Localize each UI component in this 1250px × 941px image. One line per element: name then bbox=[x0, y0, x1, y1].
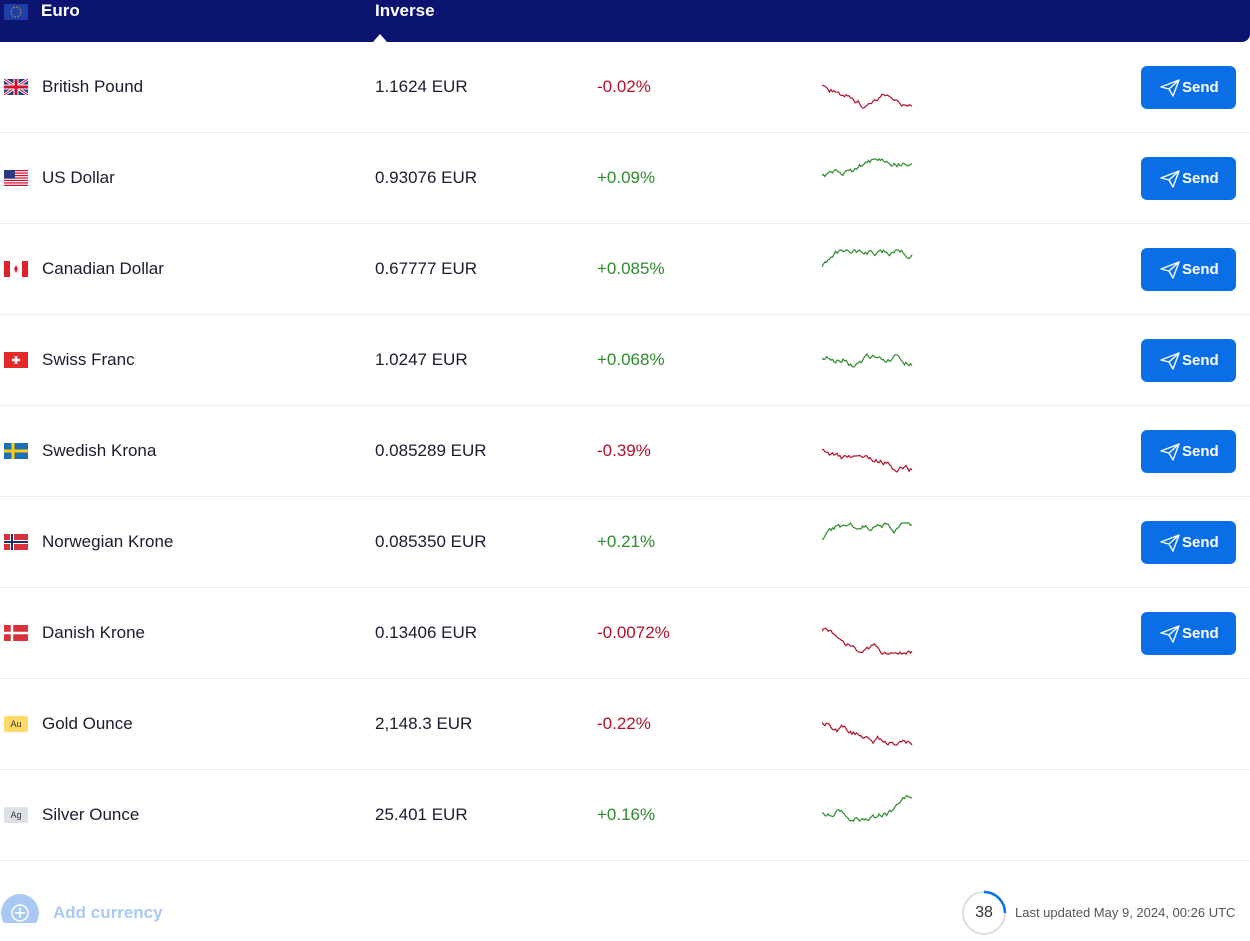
sparkline-path bbox=[822, 84, 913, 109]
sparkline-path bbox=[822, 522, 913, 541]
send-icon bbox=[1160, 534, 1180, 552]
inverse-tab[interactable]: Inverse bbox=[375, 1, 435, 20]
flag bbox=[4, 534, 28, 550]
change: -0.22% bbox=[597, 714, 651, 733]
change: +0.09% bbox=[597, 168, 656, 187]
currency-name: Norwegian Krone bbox=[42, 532, 174, 551]
sparkline bbox=[822, 84, 913, 109]
currency-row: British Pound 1.1624 EUR -0.02% Send bbox=[0, 42, 1250, 133]
send-label: Send bbox=[1182, 79, 1219, 96]
rate: 1.0247 EUR bbox=[375, 350, 468, 369]
send-button[interactable]: Send bbox=[1141, 430, 1236, 473]
sparkline bbox=[822, 627, 913, 655]
send-button[interactable]: Send bbox=[1141, 521, 1236, 564]
send-icon bbox=[1160, 352, 1180, 370]
rate: 0.085350 EUR bbox=[375, 532, 487, 551]
currency-name: Silver Ounce bbox=[42, 805, 140, 824]
send-icon bbox=[1160, 170, 1180, 188]
currency-name: Swedish Krona bbox=[42, 441, 157, 460]
flag bbox=[4, 79, 28, 95]
currency-name: Canadian Dollar bbox=[42, 259, 164, 278]
change: +0.16% bbox=[597, 805, 656, 824]
currency-row: US Dollar 0.93076 EUR +0.09% Send bbox=[0, 133, 1250, 224]
sparkline-path bbox=[822, 795, 913, 823]
change: -0.02% bbox=[597, 77, 651, 96]
change: +0.085% bbox=[597, 259, 665, 278]
sparkline-path bbox=[822, 158, 913, 178]
flag bbox=[4, 261, 28, 277]
timer-count: 38 bbox=[975, 904, 993, 921]
sparkline bbox=[822, 158, 913, 178]
currency-name: Swiss Franc bbox=[42, 350, 135, 369]
send-icon bbox=[1160, 625, 1180, 643]
sparkline-path bbox=[822, 249, 913, 268]
currency-name: British Pound bbox=[42, 77, 144, 96]
eu-flag bbox=[4, 4, 28, 20]
send-button[interactable]: Send bbox=[1141, 66, 1236, 109]
base-currency: Euro bbox=[41, 1, 80, 20]
currency-name: US Dollar bbox=[42, 168, 115, 187]
last-updated: Last updated May 9, 2024, 00:26 UTC bbox=[1015, 905, 1236, 920]
flag bbox=[4, 625, 28, 641]
change: +0.068% bbox=[597, 350, 665, 369]
send-label: Send bbox=[1182, 261, 1219, 278]
send-button[interactable]: Send bbox=[1141, 248, 1236, 291]
tab-pointer bbox=[373, 34, 387, 42]
rate: 0.085289 EUR bbox=[375, 441, 487, 460]
metal-badge: Ag bbox=[4, 807, 28, 823]
rate: 0.93076 EUR bbox=[375, 168, 478, 187]
sparkline-path bbox=[822, 352, 913, 368]
change: +0.21% bbox=[597, 532, 656, 551]
change: -0.0072% bbox=[597, 623, 670, 642]
rate: 0.67777 EUR bbox=[375, 259, 478, 278]
sparkline bbox=[822, 448, 913, 473]
currency-name: Danish Krone bbox=[42, 623, 146, 642]
change: -0.39% bbox=[597, 441, 651, 460]
currency-row: Swedish Krona 0.085289 EUR -0.39% Send bbox=[0, 406, 1250, 497]
send-label: Send bbox=[1182, 443, 1219, 460]
send-button[interactable]: Send bbox=[1141, 157, 1236, 200]
currency-row: Au Gold Ounce 2,148.3 EUR -0.22% bbox=[0, 679, 1250, 770]
currency-name: Gold Ounce bbox=[42, 714, 133, 733]
sparkline bbox=[822, 522, 913, 541]
refresh-timer: 38 bbox=[961, 890, 1007, 941]
sparkline bbox=[822, 795, 913, 823]
sparkline bbox=[822, 249, 913, 268]
send-label: Send bbox=[1182, 625, 1219, 642]
sparkline bbox=[822, 352, 913, 368]
send-label: Send bbox=[1182, 534, 1219, 551]
sparkline-path bbox=[822, 721, 913, 746]
rate: 25.401 EUR bbox=[375, 805, 468, 824]
flag bbox=[4, 443, 28, 459]
rate: 1.1624 EUR bbox=[375, 77, 468, 96]
currency-row: Ag Silver Ounce 25.401 EUR +0.16% bbox=[0, 770, 1250, 861]
flag bbox=[4, 170, 28, 186]
send-label: Send bbox=[1182, 352, 1219, 369]
send-icon bbox=[1160, 79, 1180, 97]
rate: 0.13406 EUR bbox=[375, 623, 478, 642]
sparkline-path bbox=[822, 627, 913, 655]
add-currency[interactable]: Add currency bbox=[0, 893, 163, 932]
currency-row: Danish Krone 0.13406 EUR -0.0072% Send bbox=[0, 588, 1250, 679]
sparkline bbox=[822, 721, 913, 746]
send-label: Send bbox=[1182, 170, 1219, 187]
send-button[interactable]: Send bbox=[1141, 612, 1236, 655]
add-currency-label: Add currency bbox=[53, 903, 163, 922]
send-icon bbox=[1160, 261, 1180, 279]
currency-row: Swiss Franc 1.0247 EUR +0.068% Send bbox=[0, 315, 1250, 406]
rate: 2,148.3 EUR bbox=[375, 714, 473, 733]
currency-row: Canadian Dollar 0.67777 EUR +0.085% Send bbox=[0, 224, 1250, 315]
send-button[interactable]: Send bbox=[1141, 339, 1236, 382]
send-icon bbox=[1160, 443, 1180, 461]
currency-row: Norwegian Krone 0.085350 EUR +0.21% Send bbox=[0, 497, 1250, 588]
metal-badge: Au bbox=[4, 716, 28, 732]
add-icon bbox=[1, 894, 39, 932]
header-bar: Euro Inverse bbox=[0, 0, 1250, 42]
sparkline-path bbox=[822, 448, 913, 473]
flag bbox=[4, 352, 28, 368]
